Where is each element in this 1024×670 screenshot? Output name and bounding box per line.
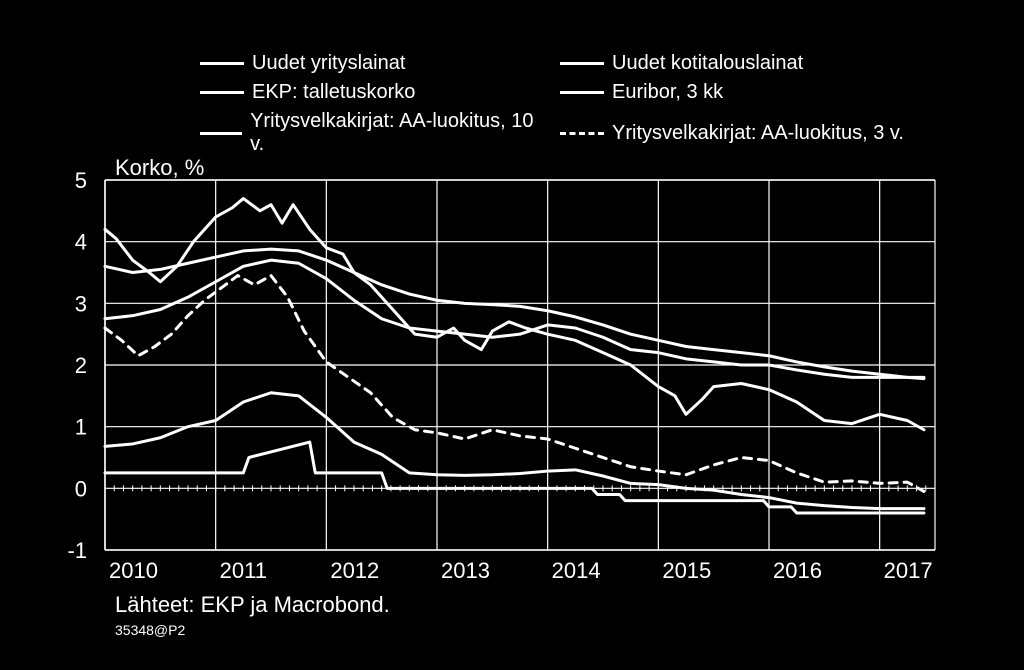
svg-text:2014: 2014 (552, 558, 601, 583)
svg-text:0: 0 (75, 476, 87, 501)
svg-text:2011: 2011 (220, 558, 267, 583)
svg-text:2013: 2013 (441, 558, 490, 583)
svg-text:2012: 2012 (330, 558, 379, 583)
chart-canvas: -1 0 1 2 3 4 5 2010 2011 2012 2013 2014 2015 2016 2017 (0, 0, 1024, 670)
svg-text:2: 2 (75, 353, 87, 378)
svg-text:5: 5 (75, 168, 87, 193)
svg-text:4: 4 (75, 230, 87, 255)
svg-text:1: 1 (75, 415, 87, 440)
svg-text:2017: 2017 (884, 558, 933, 583)
svg-text:2016: 2016 (773, 558, 822, 583)
svg-text:2015: 2015 (662, 558, 711, 583)
svg-text:3: 3 (75, 291, 87, 316)
svg-text:-1: -1 (67, 538, 87, 563)
svg-text:2010: 2010 (109, 558, 158, 583)
